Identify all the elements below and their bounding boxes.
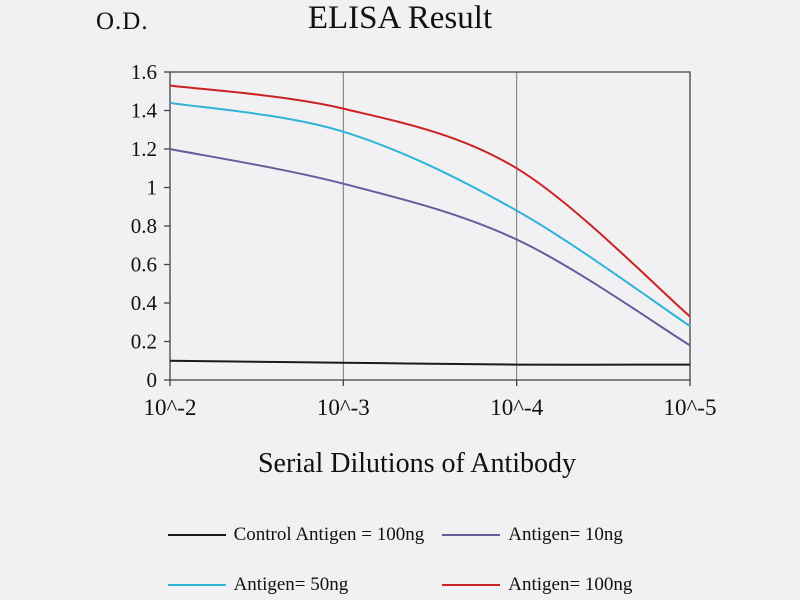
y-tick-label: 1 bbox=[147, 176, 158, 200]
legend-label: Antigen= 100ng bbox=[508, 574, 633, 595]
y-tick-label: 1.2 bbox=[131, 137, 157, 161]
legend-label: Control Antigen = 100ng bbox=[233, 524, 425, 545]
legend-line-swatch bbox=[442, 534, 501, 536]
y-tick-label: 0.2 bbox=[131, 330, 157, 354]
legend-item: Antigen= 50ng bbox=[167, 574, 425, 596]
y-tick-label: 0.6 bbox=[131, 253, 157, 277]
x-tick-label: 10^-2 bbox=[144, 395, 197, 420]
plot-area: 0 0.2 0.4 0.6 0.8 1 1.2 1.4 1.6 10^-2 10^-3 10^-4 10… bbox=[131, 60, 717, 420]
series-line bbox=[169, 101, 691, 327]
y-tick-label: 0 bbox=[147, 368, 158, 392]
series-line bbox=[169, 148, 691, 347]
y-tick-label: 1.6 bbox=[131, 60, 157, 84]
series-line bbox=[169, 84, 691, 318]
legend-label: Antigen= 50ng bbox=[233, 574, 349, 595]
x-tick-label: 10^-4 bbox=[490, 395, 543, 420]
x-tick-label: 10^-3 bbox=[317, 395, 370, 420]
y-tick-label: 0.4 bbox=[131, 291, 158, 315]
legend-line-swatch bbox=[167, 584, 226, 586]
x-tick-label: 10^-5 bbox=[664, 395, 717, 420]
plot-border bbox=[169, 71, 691, 381]
legend-item: Control Antigen = 100ng bbox=[167, 524, 425, 546]
series-line bbox=[169, 359, 691, 366]
legend-item: Antigen= 100ng bbox=[442, 574, 632, 596]
y-axis-unit-label: O.D. bbox=[96, 8, 149, 35]
legend-item: Antigen= 10ng bbox=[442, 524, 632, 546]
legend-label: Antigen= 10ng bbox=[508, 524, 623, 545]
y-tick-label: 0.8 bbox=[131, 214, 157, 238]
legend: Control Antigen = 100ng Antigen= 10ng Anti… bbox=[0, 524, 800, 596]
x-axis-title: Serial Dilutions of Antibody bbox=[257, 448, 577, 479]
y-tick-label: 1.4 bbox=[131, 99, 158, 123]
legend-line-swatch bbox=[442, 584, 501, 586]
chart-title: ELISA Result bbox=[307, 0, 493, 36]
legend-line-swatch bbox=[167, 534, 226, 536]
